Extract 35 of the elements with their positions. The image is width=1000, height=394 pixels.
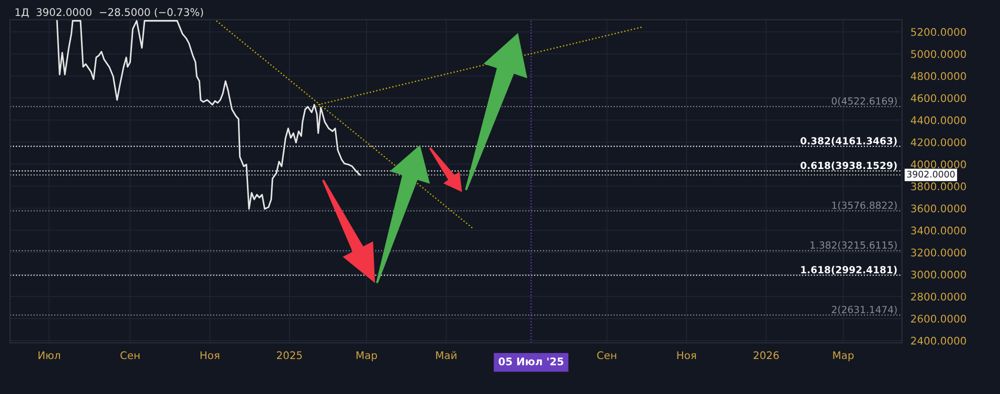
y-tick-label: 4200.0000 [910, 138, 966, 146]
ref-line-label: 0.382(4161.3463) [800, 136, 897, 146]
y-tick-label: 2800.0000 [911, 292, 966, 301]
x-tick-label: Сен [597, 351, 616, 360]
x-tick-label: 2026 [754, 351, 779, 360]
chart-title: 1Д 3902.0000 −28.5000 (−0.73%) [16, 8, 203, 18]
x-tick-label: Сен [120, 351, 140, 360]
y-tick-label: 2600.0000 [911, 314, 966, 323]
y-tick-label: 3400.0000 [911, 226, 966, 234]
x-tick-label: Ноя [677, 351, 696, 360]
y-tick-label: 4000.0000 [910, 160, 966, 168]
y-tick-label: 3800.0000 [911, 182, 966, 190]
y-tick-label: 5200.0000 [911, 28, 966, 36]
y-tick-label: 2400.0000 [911, 336, 966, 345]
x-tick-label: Мар [356, 351, 377, 362]
y-tick-label: 4600.0000 [910, 94, 966, 102]
y-tick-label: 3200.0000 [911, 248, 966, 256]
x-tick-label: Ноя [200, 351, 220, 360]
ref-line-label: 1.382(3215.6115) [810, 241, 897, 250]
y-tick-label: 3000.0000 [911, 270, 966, 279]
ref-line-label: 3902.0000 [907, 170, 955, 178]
y-tick-label: 4400.0000 [910, 116, 966, 124]
x-tick-label: Июл [38, 351, 60, 360]
x-tick-label: Май [436, 351, 456, 360]
ref-line-label: 1(3576.8822) [832, 201, 897, 210]
ref-line-label: 2(2631.1474) [832, 306, 897, 314]
y-tick-label: 4800.0000 [910, 72, 966, 80]
y-tick-label: 3600.0000 [911, 204, 966, 212]
x-tick-label: 2025 [276, 351, 302, 360]
ref-line-label: 0(4522.6169) [832, 97, 897, 106]
ref-line-label: 05 Июл '25 [498, 358, 564, 366]
ref-line-label: 1.618(2992.4181) [801, 266, 897, 275]
ref-line-label: 0.618(3938.1529) [800, 162, 897, 170]
x-tick-label: Мар [833, 351, 854, 362]
y-tick-label: 5000.0000 [911, 50, 966, 58]
